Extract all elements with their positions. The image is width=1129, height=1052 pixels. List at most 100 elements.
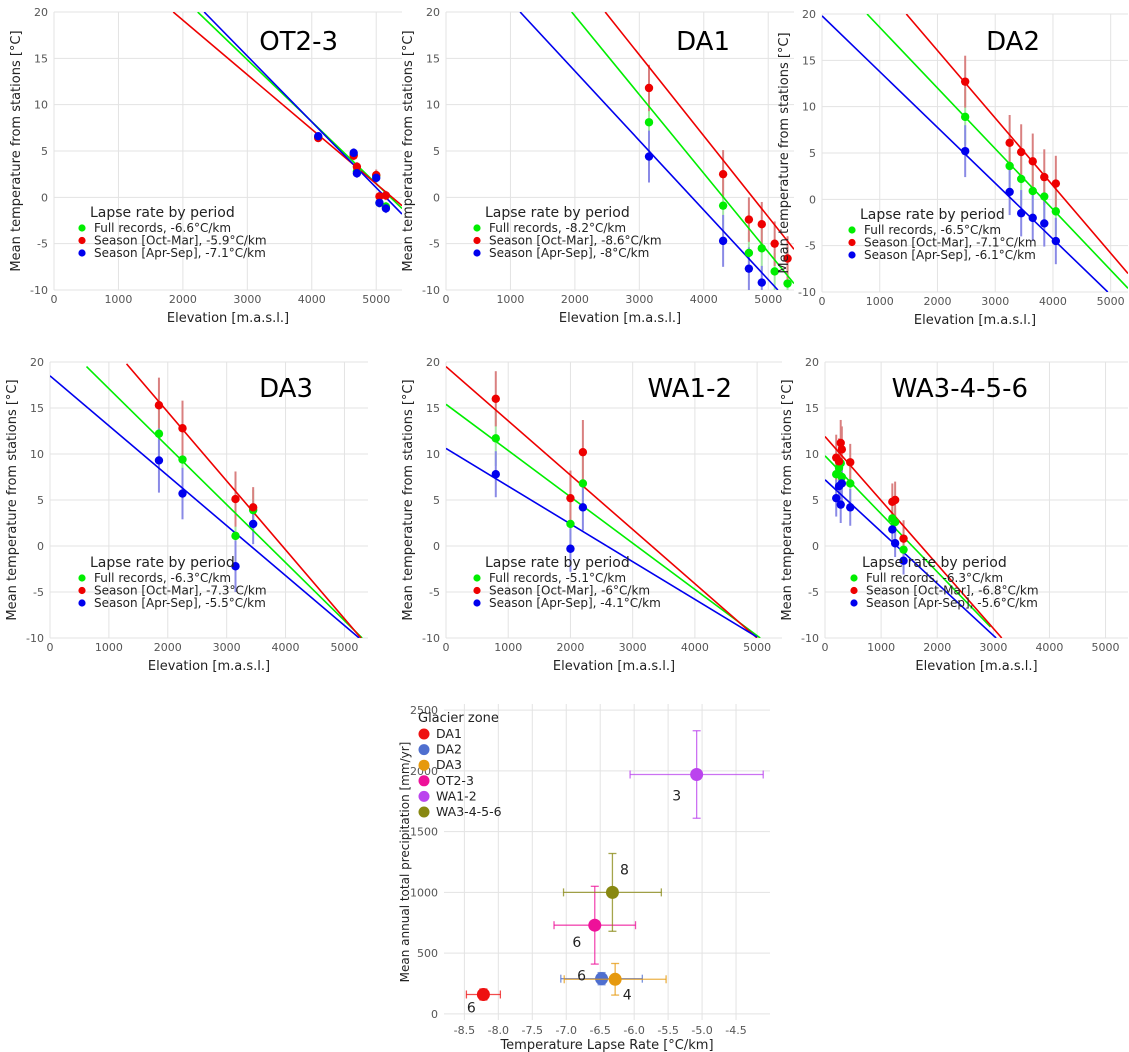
- data-point-full: [757, 244, 766, 253]
- panel-da2: 0 1000 2000 3000 4000 5000 -10 -5 0 5 10 15 20 Elevat…: [777, 8, 1128, 328]
- data-point-oct_mar: [783, 254, 792, 263]
- y-tick-label: -10: [26, 632, 44, 645]
- data-point-apr_sep: [836, 500, 845, 509]
- x-tick-label: 0: [819, 295, 826, 308]
- data-point-oct_mar: [1016, 147, 1026, 157]
- data-point-oct_mar: [491, 394, 500, 403]
- data-point-full: [231, 531, 240, 541]
- data-point-apr_sep: [1005, 187, 1014, 197]
- legend-entry: DA2: [436, 742, 462, 757]
- panel-wa3-4-5-6: 0 1000 2000 3000 4000 5000 -10 -5 0 5 10 15 20 Elevat…: [780, 356, 1128, 674]
- data-point-apr_sep: [566, 544, 575, 553]
- data-point-oct_mar: [375, 192, 384, 201]
- data-point-apr_sep: [890, 539, 900, 548]
- data-point-full: [837, 472, 847, 482]
- legend-key-full: [850, 574, 858, 582]
- x-tick-label: -7.0: [556, 1024, 577, 1037]
- legend-entry: Season [Apr-Sep], -6.1°C/km: [864, 248, 1036, 262]
- sample-count-label: 6: [467, 1000, 476, 1016]
- legend-entry: Full records, -6.3°C/km: [94, 571, 231, 585]
- x-tick-label: 0: [443, 641, 450, 654]
- zone-point-wa3-4-5-6: [562, 852, 662, 932]
- panel-da1: 0 1000 2000 3000 4000 5000 -10 -5 0 5 10 15 20 Elevat…: [401, 6, 794, 326]
- y-tick-label: 5: [41, 145, 48, 158]
- x-tick-label: 1000: [496, 293, 524, 306]
- legend-key-apr_sep: [78, 599, 86, 607]
- data-point-apr_sep: [1040, 219, 1049, 228]
- x-tick-label: -4.5: [725, 1024, 746, 1037]
- fit-line-oct_mar: [125, 363, 362, 638]
- y-tick-label: 5: [433, 145, 440, 158]
- x-axis-label: Temperature Lapse Rate [°C/km]: [499, 1038, 713, 1052]
- zone-marker: [476, 987, 490, 1001]
- data-point-oct_mar: [1005, 138, 1014, 148]
- data-point-full: [718, 201, 728, 210]
- y-axis-label: Mean temperature from stations [°C]: [401, 379, 416, 620]
- fit-line-full: [85, 366, 363, 638]
- fit-line-apr_sep: [50, 375, 360, 638]
- y-tick-label: 0: [41, 191, 48, 204]
- y-axis-label: Mean temperature from stations [°C]: [9, 30, 24, 271]
- data-point-full: [960, 112, 970, 122]
- legend-entry: Season [Apr-Sep], -7.1°C/km: [94, 246, 266, 260]
- data-point-apr_sep: [491, 470, 500, 479]
- legend-entry: DA1: [436, 726, 462, 741]
- data-point-apr_sep: [1016, 209, 1026, 218]
- data-point-oct_mar: [718, 169, 728, 179]
- data-point-oct_mar: [960, 77, 970, 86]
- legend-key-oct_mar: [78, 586, 86, 595]
- legend-entry: Season [Apr-Sep], -5.6°C/km: [866, 596, 1038, 610]
- data-point-full: [1051, 207, 1061, 216]
- data-point-full: [770, 267, 779, 276]
- y-tick-label: 500: [417, 947, 438, 960]
- fit-line-full: [571, 12, 794, 285]
- x-tick-label: 2000: [556, 641, 584, 654]
- legend-entry: Full records, -6.6°C/km: [94, 221, 231, 235]
- data-point-oct_mar: [1040, 172, 1049, 182]
- panel-title: OT2-3: [259, 27, 338, 57]
- fit-line-oct_mar: [604, 12, 794, 250]
- y-tick-label: 5: [809, 147, 816, 160]
- x-tick-label: -8.5: [454, 1024, 475, 1037]
- legend-key-full: [473, 574, 481, 582]
- panel-title: DA3: [259, 374, 313, 404]
- legend-key-full: [848, 226, 856, 234]
- x-tick-label: 5000: [754, 293, 782, 306]
- legend-key: [418, 790, 430, 802]
- x-tick-label: 1000: [95, 641, 123, 654]
- legend-entry: DA3: [436, 757, 462, 772]
- panel-da3: 0 1000 2000 3000 4000 5000 -10 -5 0 5 10 15 20 Elevat…: [5, 356, 368, 674]
- fit-line-oct_mar: [172, 12, 402, 207]
- legend-key-oct_mar: [848, 238, 856, 247]
- plot-area: [446, 365, 761, 638]
- data-point-oct_mar: [834, 457, 844, 466]
- y-tick-label: 15: [805, 402, 819, 415]
- panel-wa1-2: 0 1000 2000 3000 4000 5000 -10 -5 0 5 10 15 20 Elevat…: [401, 356, 782, 674]
- zone-marker: [605, 885, 619, 899]
- legend-key-apr_sep: [78, 249, 86, 257]
- zone-marker: [690, 767, 704, 781]
- y-tick-label: 10: [34, 99, 48, 112]
- y-tick-label: 0: [812, 540, 819, 553]
- data-point-oct_mar: [846, 458, 855, 467]
- y-tick-label: 0: [809, 193, 816, 206]
- y-tick-label: 10: [30, 448, 44, 461]
- x-tick-label: 2000: [561, 293, 589, 306]
- data-point-full: [783, 279, 792, 288]
- y-tick-label: 5: [812, 494, 819, 507]
- data-point-oct_mar: [837, 445, 847, 454]
- legend-key-oct_mar: [473, 236, 481, 245]
- fit-line-oct_mar: [446, 365, 758, 638]
- y-tick-label: -10: [798, 286, 816, 299]
- x-tick-label: 4000: [681, 641, 709, 654]
- y-tick-label: 15: [426, 52, 440, 65]
- y-tick-label: 15: [34, 52, 48, 65]
- x-tick-label: 5000: [330, 641, 358, 654]
- data-point-oct_mar: [1051, 179, 1061, 188]
- y-tick-label: 1500: [410, 826, 438, 839]
- legend-key: [418, 775, 430, 787]
- data-point-apr_sep: [381, 204, 391, 213]
